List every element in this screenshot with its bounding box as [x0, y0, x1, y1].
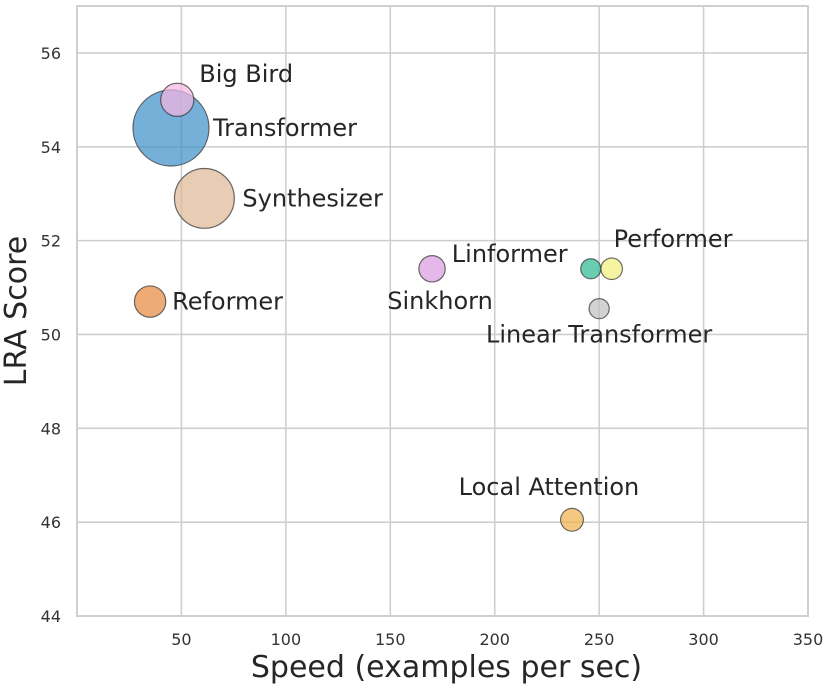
x-tick-label: 50 [171, 630, 191, 649]
x-tick-label: 350 [793, 630, 824, 649]
data-points [132, 82, 624, 532]
label-synthesizer: Synthesizer [242, 184, 383, 212]
x-tick-label: 250 [584, 630, 615, 649]
point-synthesizer [173, 167, 235, 229]
point-linformer [580, 258, 602, 280]
point-big-bird [160, 82, 195, 118]
label-big-bird: Big Bird [199, 60, 293, 88]
x-axis-label: Speed (examples per sec) [251, 650, 642, 685]
point-labels: Big Bird Transformer Synthesizer Reformer Si… [172, 60, 733, 501]
label-linear-transformer: Linear Transformer [486, 321, 712, 349]
y-tick-label: 52 [41, 232, 61, 251]
label-reformer: Reformer [172, 288, 283, 316]
y-tick-label: 44 [41, 607, 61, 626]
plot-frame [76, 5, 809, 617]
y-tick-label: 48 [41, 419, 61, 438]
label-sinkhorn: Sinkhorn [387, 287, 493, 315]
label-transformer: Transformer [212, 114, 357, 142]
y-tick-labels: 44 46 48 50 52 54 56 [41, 44, 61, 626]
x-tick-label: 200 [479, 630, 510, 649]
point-linear-transformer [588, 297, 610, 320]
y-axis-label: LRA Score [0, 236, 34, 386]
point-local-attention [559, 507, 584, 532]
y-tick-label: 50 [41, 325, 61, 344]
x-tick-labels: 50 100 150 200 250 300 350 [171, 630, 823, 649]
x-tick-label: 300 [688, 630, 719, 649]
label-local-attention: Local Attention [459, 473, 640, 501]
label-linformer: Linformer [452, 240, 568, 268]
label-performer: Performer [614, 225, 733, 253]
y-tick-label: 56 [41, 44, 61, 63]
y-tick-label: 54 [41, 138, 61, 157]
point-sinkhorn [418, 255, 446, 283]
x-tick-label: 100 [271, 630, 302, 649]
point-reformer [133, 285, 167, 318]
y-tick-label: 46 [41, 513, 61, 532]
x-tick-label: 150 [375, 630, 406, 649]
point-performer [600, 257, 624, 281]
